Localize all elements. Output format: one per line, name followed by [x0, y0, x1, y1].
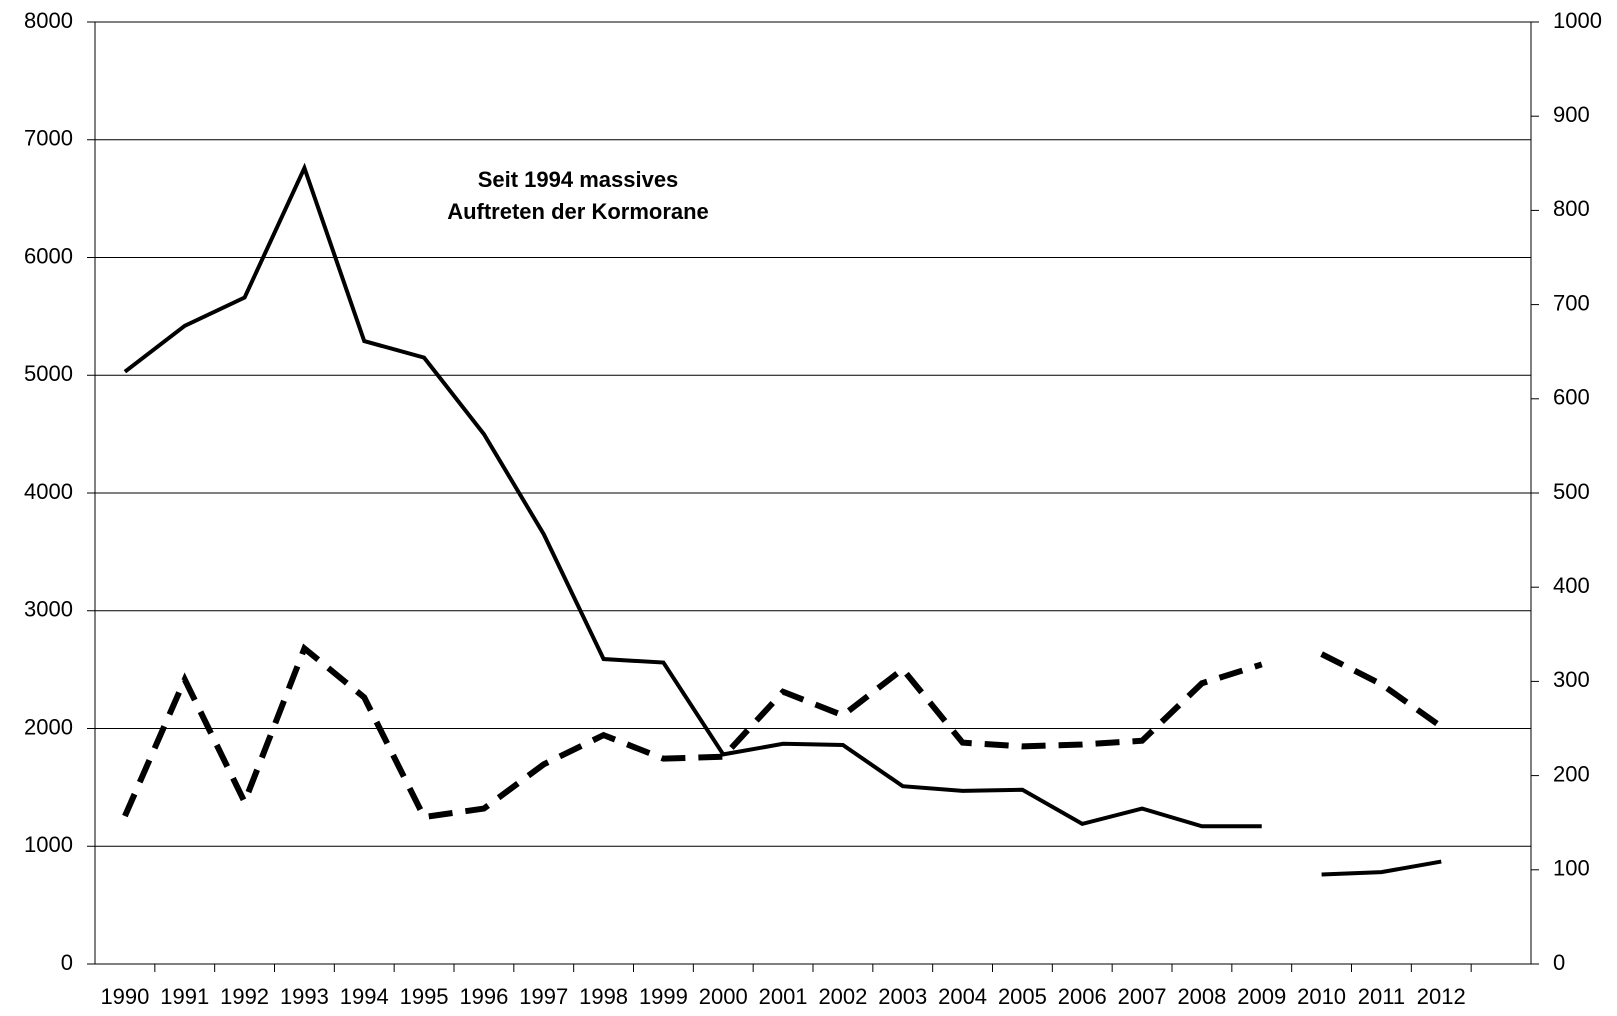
y2-tick-label: 700: [1553, 290, 1590, 315]
x-tick-label: 2009: [1237, 984, 1286, 1009]
x-tick-label: 1992: [220, 984, 269, 1009]
x-tick-label: 1991: [160, 984, 209, 1009]
y-tick-label: 4000: [24, 479, 73, 504]
x-tick-label: 2008: [1177, 984, 1226, 1009]
y2-tick-label: 1000: [1553, 8, 1602, 33]
y-tick-label: 5000: [24, 361, 73, 386]
data-line: [1320, 651, 1443, 730]
x-tick-label: 2002: [818, 984, 867, 1009]
y2-tick-label: 400: [1553, 573, 1590, 598]
y-tick-label: 6000: [24, 243, 73, 268]
y-tick-label: 8000: [24, 8, 73, 33]
y-tick-label: 0: [61, 950, 73, 975]
y-tick-label: 3000: [24, 597, 73, 622]
x-tick-label: 2010: [1297, 984, 1346, 1009]
x-tick-label: 2011: [1358, 984, 1405, 1009]
y2-tick-label: 900: [1553, 102, 1590, 127]
annotation: Seit 1994 massives: [478, 167, 679, 192]
x-tick-label: 2007: [1118, 984, 1167, 1009]
x-tick-label: 1997: [519, 984, 568, 1009]
y2-tick-label: 0: [1553, 950, 1565, 975]
x-tick-label: 2004: [938, 984, 987, 1009]
y-tick-label: 1000: [24, 832, 73, 857]
y-tick-label: 2000: [24, 714, 73, 739]
x-tick-label: 2001: [759, 984, 808, 1009]
y2-tick-label: 500: [1553, 479, 1590, 504]
x-tick-label: 2006: [1058, 984, 1107, 1009]
x-tick-label: 1994: [340, 984, 389, 1009]
data-line: [123, 162, 1262, 829]
x-tick-label: 1999: [639, 984, 688, 1009]
x-tick-label: 1996: [459, 984, 508, 1009]
y2-tick-label: 800: [1553, 196, 1590, 221]
y-tick-label: 7000: [24, 126, 73, 151]
x-tick-label: 2003: [878, 984, 927, 1009]
y2-tick-label: 600: [1553, 385, 1590, 410]
data-line: [1321, 859, 1442, 877]
x-tick-label: 1993: [280, 984, 329, 1009]
y2-tick-label: 300: [1553, 667, 1590, 692]
x-tick-label: 1990: [100, 984, 149, 1009]
x-tick-label: 2000: [699, 984, 748, 1009]
y2-tick-label: 100: [1553, 856, 1590, 881]
y2-tick-label: 200: [1553, 761, 1590, 786]
x-tick-label: 2005: [998, 984, 1047, 1009]
annotation: Auftreten der Kormorane: [447, 199, 709, 224]
x-tick-label: 1998: [579, 984, 628, 1009]
x-tick-label: 2012: [1417, 984, 1466, 1009]
x-tick-label: 1995: [400, 984, 449, 1009]
data-line: [122, 643, 1263, 821]
